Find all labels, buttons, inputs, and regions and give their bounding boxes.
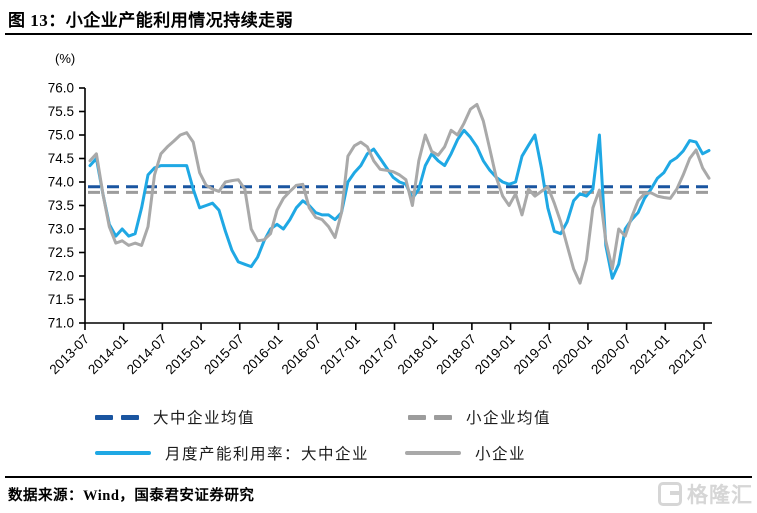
y-tick-label: 71.0 [48, 316, 74, 331]
dashed-line-swatch-gray [408, 414, 452, 420]
y-tick-label: 75.0 [48, 128, 74, 143]
x-tick-label: 2018-01 [395, 332, 441, 378]
x-tick-label: 2014-07 [124, 332, 170, 378]
title-rule [5, 33, 752, 35]
y-tick-label: 75.5 [48, 104, 74, 119]
y-tick-label: 72.5 [48, 245, 74, 260]
series-line-large-medium [88, 128, 711, 280]
bottom-rule [5, 476, 752, 478]
y-tick-label: 73.0 [48, 222, 74, 237]
gelonghui-logo-text: 格隆汇 [687, 484, 753, 507]
legend-item-large-medium-mean: 大中企业均值 [95, 407, 255, 427]
x-tick-label: 2014-01 [85, 332, 131, 378]
source-note: 数据来源：Wind，国泰君安证券研究 [8, 488, 255, 504]
y-tick-label: 73.5 [48, 198, 74, 213]
x-tick-label: 2020-01 [549, 332, 595, 378]
x-tick-label: 2020-07 [588, 332, 634, 378]
y-axis-unit-label: (%) [55, 51, 75, 66]
legend-label: 大中企业均值 [153, 410, 256, 427]
axes [84, 88, 712, 324]
legend-item-monthly-large-medium: 月度产能利用率：大中企业 [95, 443, 369, 463]
legend-item-small-mean: 小企业均值 [408, 407, 551, 427]
x-tick-label: 2018-07 [433, 332, 479, 378]
gelonghui-logo-icon [658, 482, 682, 506]
y-tick-label: 71.5 [48, 292, 74, 307]
solid-line-swatch-blue [95, 451, 151, 455]
x-tick-label: 2015-07 [201, 332, 247, 378]
solid-line-swatch-gray [405, 451, 461, 455]
x-tick-label: 2016-01 [240, 332, 286, 378]
x-tick-label: 2017-07 [356, 332, 402, 378]
series-line-small [88, 102, 711, 285]
legend-label: 小企业均值 [466, 410, 552, 427]
x-tick-label: 2019-07 [511, 332, 557, 378]
legend-item-small: 小企业 [405, 443, 526, 463]
x-tick-label: 2021-01 [627, 332, 673, 378]
y-tick-label: 72.0 [48, 269, 74, 284]
x-tick-label: 2021-07 [665, 332, 711, 378]
dashed-line-swatch-navy [95, 414, 139, 420]
x-tick-label: 2013-07 [46, 332, 92, 378]
legend-label: 月度产能利用率：大中企业 [165, 446, 370, 463]
x-tick-label: 2016-07 [279, 332, 325, 378]
legend-label: 小企业 [475, 446, 527, 463]
y-tick-label: 76.0 [48, 81, 74, 96]
x-tick-label: 2017-01 [317, 332, 363, 378]
x-tick-label: 2015-01 [163, 332, 209, 378]
page-title: 图 13：小企业产能利用情况持续走弱 [8, 11, 294, 30]
gelonghui-logo: 格隆汇 [658, 479, 753, 509]
y-tick-label: 74.0 [48, 175, 74, 190]
y-tick-label: 74.5 [48, 151, 74, 166]
x-tick-label: 2019-01 [472, 332, 518, 378]
